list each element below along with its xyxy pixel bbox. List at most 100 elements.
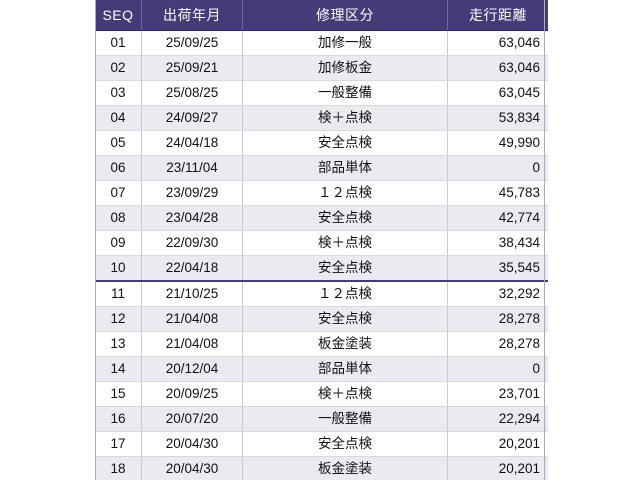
table-row: 06 23/11/04 部品単体 0 [95, 155, 548, 181]
cell-distance: 23,701 [447, 381, 548, 407]
cell-distance: 49,990 [447, 130, 548, 156]
cell-kind: 加修一般 [242, 30, 448, 56]
cell-kind: 板金塗装 [242, 331, 448, 357]
cell-seq: 17 [95, 431, 142, 457]
cell-kind: １２点検 [242, 180, 448, 206]
cell-seq: 07 [95, 180, 142, 206]
cell-date: 22/04/18 [141, 255, 243, 282]
cell-date: 22/09/30 [141, 230, 243, 256]
cell-kind: 部品単体 [242, 356, 448, 382]
cell-distance: 0 [447, 155, 548, 181]
cell-date: 20/07/20 [141, 406, 243, 432]
cell-seq: 14 [95, 356, 142, 382]
cell-kind: 加修板金 [242, 55, 448, 81]
cell-distance: 20,201 [447, 431, 548, 457]
table-row: 08 23/04/28 安全点検 42,774 [95, 205, 548, 231]
maintenance-history-table-container: SEQ 出荷年月 修理区分 走行距離 01 25/09/25 加修一般 63,046 0… [95, 0, 548, 480]
cell-seq: 12 [95, 306, 142, 332]
cell-seq: 01 [95, 30, 142, 56]
cell-date: 25/09/25 [141, 30, 243, 56]
cell-distance: 22,294 [447, 406, 548, 432]
table-row: 16 20/07/20 一般整備 22,294 [95, 406, 548, 432]
cell-date: 20/12/04 [141, 356, 243, 382]
cell-kind: 安全点検 [242, 205, 448, 231]
cell-date: 20/04/30 [141, 431, 243, 457]
cell-distance: 28,278 [447, 306, 548, 332]
column-header-kind: 修理区分 [242, 0, 448, 31]
cell-kind: 安全点検 [242, 306, 448, 332]
cell-date: 23/09/29 [141, 180, 243, 206]
table-row: 11 21/10/25 １２点検 32,292 [95, 281, 548, 307]
table-row: 09 22/09/30 検＋点検 38,434 [95, 230, 548, 256]
cell-kind: 安全点検 [242, 130, 448, 156]
table-row: 12 21/04/08 安全点検 28,278 [95, 306, 548, 332]
cell-distance: 45,783 [447, 180, 548, 206]
column-header-distance: 走行距離 [447, 0, 548, 31]
cell-seq: 05 [95, 130, 142, 156]
cell-distance: 38,434 [447, 230, 548, 256]
cell-distance: 20,201 [447, 456, 548, 480]
table-row: 05 24/04/18 安全点検 49,990 [95, 130, 548, 156]
table-body: 01 25/09/25 加修一般 63,046 02 25/09/21 加修板金 63,046… [95, 30, 548, 480]
cell-kind: 検＋点検 [242, 381, 448, 407]
cell-kind: 安全点検 [242, 431, 448, 457]
table-row: 07 23/09/29 １２点検 45,783 [95, 180, 548, 206]
cell-distance: 63,046 [447, 55, 548, 81]
cell-seq: 08 [95, 205, 142, 231]
cell-seq: 04 [95, 105, 142, 131]
cell-seq: 18 [95, 456, 142, 480]
table-row: 10 22/04/18 安全点検 35,545 [95, 255, 548, 282]
cell-kind: 安全点検 [242, 255, 448, 282]
table-row: 13 21/04/08 板金塗装 28,278 [95, 331, 548, 357]
cell-date: 25/09/21 [141, 55, 243, 81]
cell-date: 20/04/30 [141, 456, 243, 480]
cell-seq: 11 [95, 281, 142, 307]
table-row: 03 25/08/25 一般整備 63,045 [95, 80, 548, 106]
table-row: 02 25/09/21 加修板金 63,046 [95, 55, 548, 81]
table-row: 04 24/09/27 検＋点検 53,834 [95, 105, 548, 131]
cell-kind: 検＋点検 [242, 230, 448, 256]
cell-distance: 63,045 [447, 80, 548, 106]
cell-seq: 03 [95, 80, 142, 106]
cell-seq: 09 [95, 230, 142, 256]
cell-distance: 42,774 [447, 205, 548, 231]
table-row: 14 20/12/04 部品単体 0 [95, 356, 548, 382]
cell-date: 23/04/28 [141, 205, 243, 231]
column-header-seq: SEQ [95, 0, 142, 31]
cell-distance: 53,834 [447, 105, 548, 131]
cell-seq: 13 [95, 331, 142, 357]
cell-kind: 一般整備 [242, 406, 448, 432]
cell-kind: 板金塗装 [242, 456, 448, 480]
table-row: 01 25/09/25 加修一般 63,046 [95, 30, 548, 56]
table-row: 18 20/04/30 板金塗装 20,201 [95, 456, 548, 480]
table-header-row: SEQ 出荷年月 修理区分 走行距離 [95, 0, 548, 31]
cell-date: 23/11/04 [141, 155, 243, 181]
cell-distance: 35,545 [447, 255, 548, 282]
cell-seq: 16 [95, 406, 142, 432]
cell-distance: 63,046 [447, 30, 548, 56]
cell-seq: 02 [95, 55, 142, 81]
cell-date: 25/08/25 [141, 80, 243, 106]
cell-date: 21/10/25 [141, 281, 243, 307]
column-header-date: 出荷年月 [141, 0, 243, 31]
cell-distance: 32,292 [447, 281, 548, 307]
cell-date: 21/04/08 [141, 331, 243, 357]
cell-kind: 部品単体 [242, 155, 448, 181]
cell-kind: １２点検 [242, 281, 448, 307]
cell-seq: 15 [95, 381, 142, 407]
cell-distance: 0 [447, 356, 548, 382]
cell-date: 24/04/18 [141, 130, 243, 156]
cell-kind: 検＋点検 [242, 105, 448, 131]
cell-date: 24/09/27 [141, 105, 243, 131]
table-header: SEQ 出荷年月 修理区分 走行距離 [95, 0, 548, 31]
table-row: 15 20/09/25 検＋点検 23,701 [95, 381, 548, 407]
maintenance-history-table: SEQ 出荷年月 修理区分 走行距離 01 25/09/25 加修一般 63,046 0… [95, 0, 548, 480]
table-row: 17 20/04/30 安全点検 20,201 [95, 431, 548, 457]
cell-kind: 一般整備 [242, 80, 448, 106]
cell-date: 21/04/08 [141, 306, 243, 332]
cell-seq: 10 [95, 255, 142, 282]
cell-distance: 28,278 [447, 331, 548, 357]
cell-date: 20/09/25 [141, 381, 243, 407]
cell-seq: 06 [95, 155, 142, 181]
